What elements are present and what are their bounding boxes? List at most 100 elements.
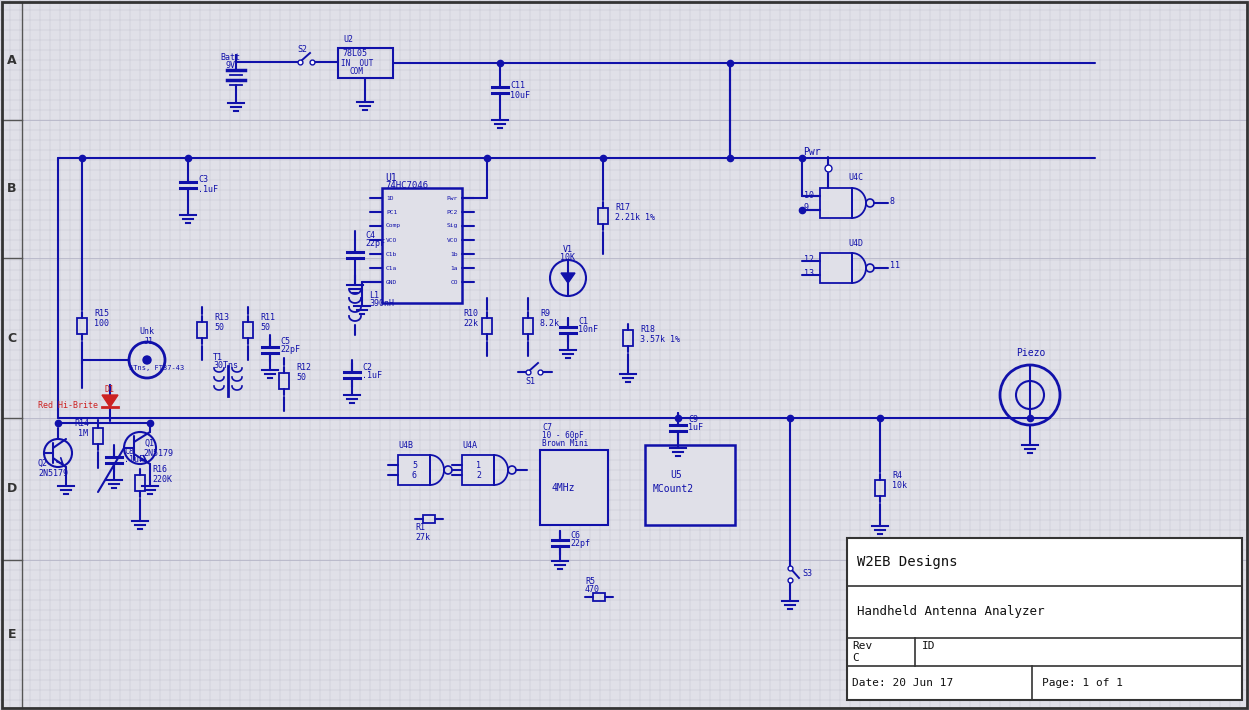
Text: C6: C6 xyxy=(570,530,580,540)
Bar xyxy=(598,208,608,224)
Bar xyxy=(382,188,462,303)
Bar xyxy=(338,48,393,78)
Text: 27k: 27k xyxy=(415,532,430,542)
Text: 3.57k 1%: 3.57k 1% xyxy=(639,336,679,344)
Text: R1: R1 xyxy=(415,523,425,532)
Text: C2: C2 xyxy=(362,363,372,371)
Text: Comp: Comp xyxy=(386,224,401,229)
Bar xyxy=(462,455,495,485)
Text: CO: CO xyxy=(451,280,458,285)
Text: R13: R13 xyxy=(214,312,229,322)
Text: R10: R10 xyxy=(463,309,478,317)
Text: VCO: VCO xyxy=(386,238,397,243)
Text: C1b: C1b xyxy=(386,251,397,256)
Text: 50: 50 xyxy=(260,322,270,332)
Bar xyxy=(197,322,207,338)
Text: 50: 50 xyxy=(214,322,224,332)
Text: 2.21k 1%: 2.21k 1% xyxy=(615,214,654,222)
Text: C1a: C1a xyxy=(386,266,397,271)
Text: Piezo: Piezo xyxy=(1015,348,1045,358)
Text: IN  OUT: IN OUT xyxy=(341,58,373,67)
Text: 22k: 22k xyxy=(463,319,478,327)
Text: 74HC7046: 74HC7046 xyxy=(385,182,428,190)
Bar xyxy=(135,475,145,491)
Bar xyxy=(398,455,430,485)
Text: U4B: U4B xyxy=(398,440,413,449)
Text: C: C xyxy=(852,653,859,663)
Bar xyxy=(644,445,734,525)
Text: Handheld Antenna Analyzer: Handheld Antenna Analyzer xyxy=(857,606,1044,618)
Text: R9: R9 xyxy=(540,309,550,317)
Text: 390nH: 390nH xyxy=(368,298,393,307)
Bar xyxy=(92,428,102,444)
Text: 10k: 10k xyxy=(892,481,907,489)
Text: T1: T1 xyxy=(214,354,224,363)
Text: A: A xyxy=(7,55,16,67)
Text: Q1: Q1 xyxy=(145,439,155,447)
Text: 6: 6 xyxy=(412,471,417,479)
Text: C4: C4 xyxy=(365,231,375,239)
Text: D: D xyxy=(7,483,17,496)
Text: C9: C9 xyxy=(688,415,698,425)
Bar xyxy=(279,373,289,389)
Text: C: C xyxy=(7,332,16,344)
Bar xyxy=(540,450,608,525)
Text: Page: 1 of 1: Page: 1 of 1 xyxy=(1042,678,1123,688)
Bar xyxy=(623,330,633,346)
Text: 30Tns: 30Tns xyxy=(214,361,239,371)
Text: S2: S2 xyxy=(297,45,307,55)
Bar xyxy=(821,253,852,283)
Bar xyxy=(482,318,492,334)
Text: W2EB Designs: W2EB Designs xyxy=(857,555,958,569)
Bar xyxy=(423,515,435,523)
Text: R17: R17 xyxy=(615,204,629,212)
Text: D1: D1 xyxy=(105,385,115,393)
Text: 10nF: 10nF xyxy=(578,325,598,334)
Text: 11: 11 xyxy=(891,261,901,271)
Text: 1: 1 xyxy=(476,461,481,469)
Text: PC1: PC1 xyxy=(386,209,397,214)
Bar xyxy=(821,188,852,218)
Text: .1uF: .1uF xyxy=(199,185,219,195)
Text: Rev: Rev xyxy=(852,641,872,651)
Bar xyxy=(77,318,87,334)
Polygon shape xyxy=(561,273,575,283)
Text: 1a: 1a xyxy=(451,266,458,271)
Text: 1D: 1D xyxy=(386,195,393,200)
Text: 2N5179: 2N5179 xyxy=(37,469,67,478)
Text: GND: GND xyxy=(386,280,397,285)
Text: 8.2k: 8.2k xyxy=(540,319,560,327)
Text: Q2: Q2 xyxy=(37,459,47,467)
Text: 220K: 220K xyxy=(152,476,172,484)
Text: 5: 5 xyxy=(412,461,417,469)
Text: 4MHz: 4MHz xyxy=(552,483,576,493)
Polygon shape xyxy=(102,395,117,407)
Text: 1b: 1b xyxy=(451,251,458,256)
Text: Unk: Unk xyxy=(139,327,154,337)
Text: U1: U1 xyxy=(385,173,397,183)
Text: R11: R11 xyxy=(260,312,275,322)
Text: S1: S1 xyxy=(525,378,535,386)
Text: J1: J1 xyxy=(144,337,154,346)
Text: 78L05: 78L05 xyxy=(342,50,367,58)
Text: U4C: U4C xyxy=(848,173,863,182)
Text: C8: C8 xyxy=(124,447,134,457)
Bar xyxy=(876,480,886,496)
Text: V1: V1 xyxy=(563,246,573,254)
Text: 10: 10 xyxy=(804,190,814,200)
Text: R12: R12 xyxy=(296,364,311,373)
Text: C1: C1 xyxy=(578,317,588,327)
Text: 1M: 1M xyxy=(77,429,87,437)
Text: 2: 2 xyxy=(476,471,481,479)
Text: C11: C11 xyxy=(510,80,525,89)
Text: Pwr: Pwr xyxy=(803,147,821,157)
Text: 50: 50 xyxy=(296,373,306,383)
Text: R14: R14 xyxy=(74,418,89,427)
Text: 10uF: 10uF xyxy=(510,90,530,99)
Text: B: B xyxy=(7,182,16,195)
Text: Pwr: Pwr xyxy=(447,195,458,200)
Text: U4D: U4D xyxy=(848,239,863,248)
Text: VCO: VCO xyxy=(447,238,458,243)
Text: COM: COM xyxy=(350,67,363,75)
Text: U2: U2 xyxy=(343,36,353,45)
